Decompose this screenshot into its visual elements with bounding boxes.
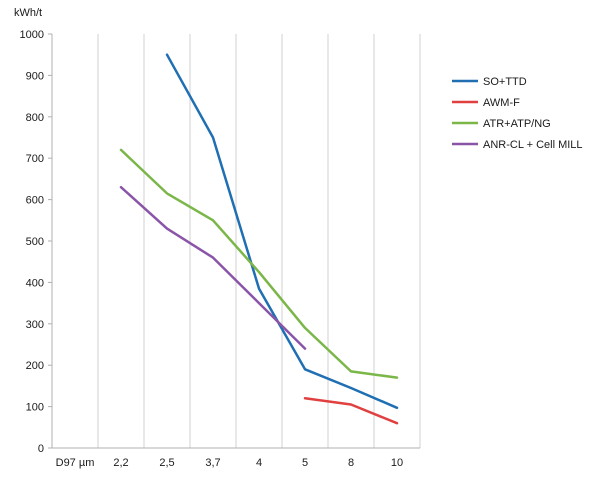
legend-label: AWM-F — [483, 97, 520, 109]
series-line-so-ttd — [165, 53, 399, 410]
grid-lines — [97, 34, 421, 448]
y-tick-label: 0 — [38, 443, 44, 455]
series-line-awm-f — [303, 397, 399, 425]
series-lines — [119, 53, 399, 425]
y-tick-label: 900 — [26, 70, 44, 82]
y-tick-label: 400 — [26, 277, 44, 289]
y-tick-label: 300 — [26, 319, 44, 331]
y-axis-label: kWh/t — [14, 7, 42, 19]
y-tick-label: 1000 — [20, 29, 44, 41]
y-tick-labels: 0 100 200 300 400 500 600 700 800 900 1000 — [20, 29, 44, 455]
x-tick-label: 8 — [348, 457, 354, 469]
x-tick-label: 4 — [256, 457, 262, 469]
x-axis-label: D97 µm — [56, 457, 95, 469]
y-tick-label: 200 — [26, 360, 44, 372]
x-tick-label: 5 — [302, 457, 308, 469]
y-tick-label: 700 — [26, 153, 44, 165]
legend-label: SO+TTD — [483, 76, 527, 88]
series-line-atr-atp-ng — [119, 148, 399, 379]
y-tick-label: 800 — [26, 112, 44, 124]
x-tick-label: 2,5 — [159, 457, 174, 469]
legend-label: ATR+ATP/NG — [483, 118, 551, 130]
legend-label: ANR-CL + Cell MILL — [483, 139, 583, 151]
axes — [48, 33, 420, 449]
x-tick-label: 3,7 — [205, 457, 220, 469]
x-tick-label: 10 — [391, 457, 403, 469]
y-tick-label: 600 — [26, 195, 44, 207]
series-line-anr-cl-cell-mill — [119, 185, 307, 350]
y-tick-label: 100 — [26, 402, 44, 414]
legend: SO+TTD AWM-F ATR+ATP/NG ANR-CL + Cell MILL — [452, 76, 583, 151]
y-tick-label: 500 — [26, 236, 44, 248]
x-tick-labels: D97 µm 2,2 2,5 3,7 4 5 8 10 — [56, 457, 404, 469]
x-tick-label: 2,2 — [113, 457, 128, 469]
